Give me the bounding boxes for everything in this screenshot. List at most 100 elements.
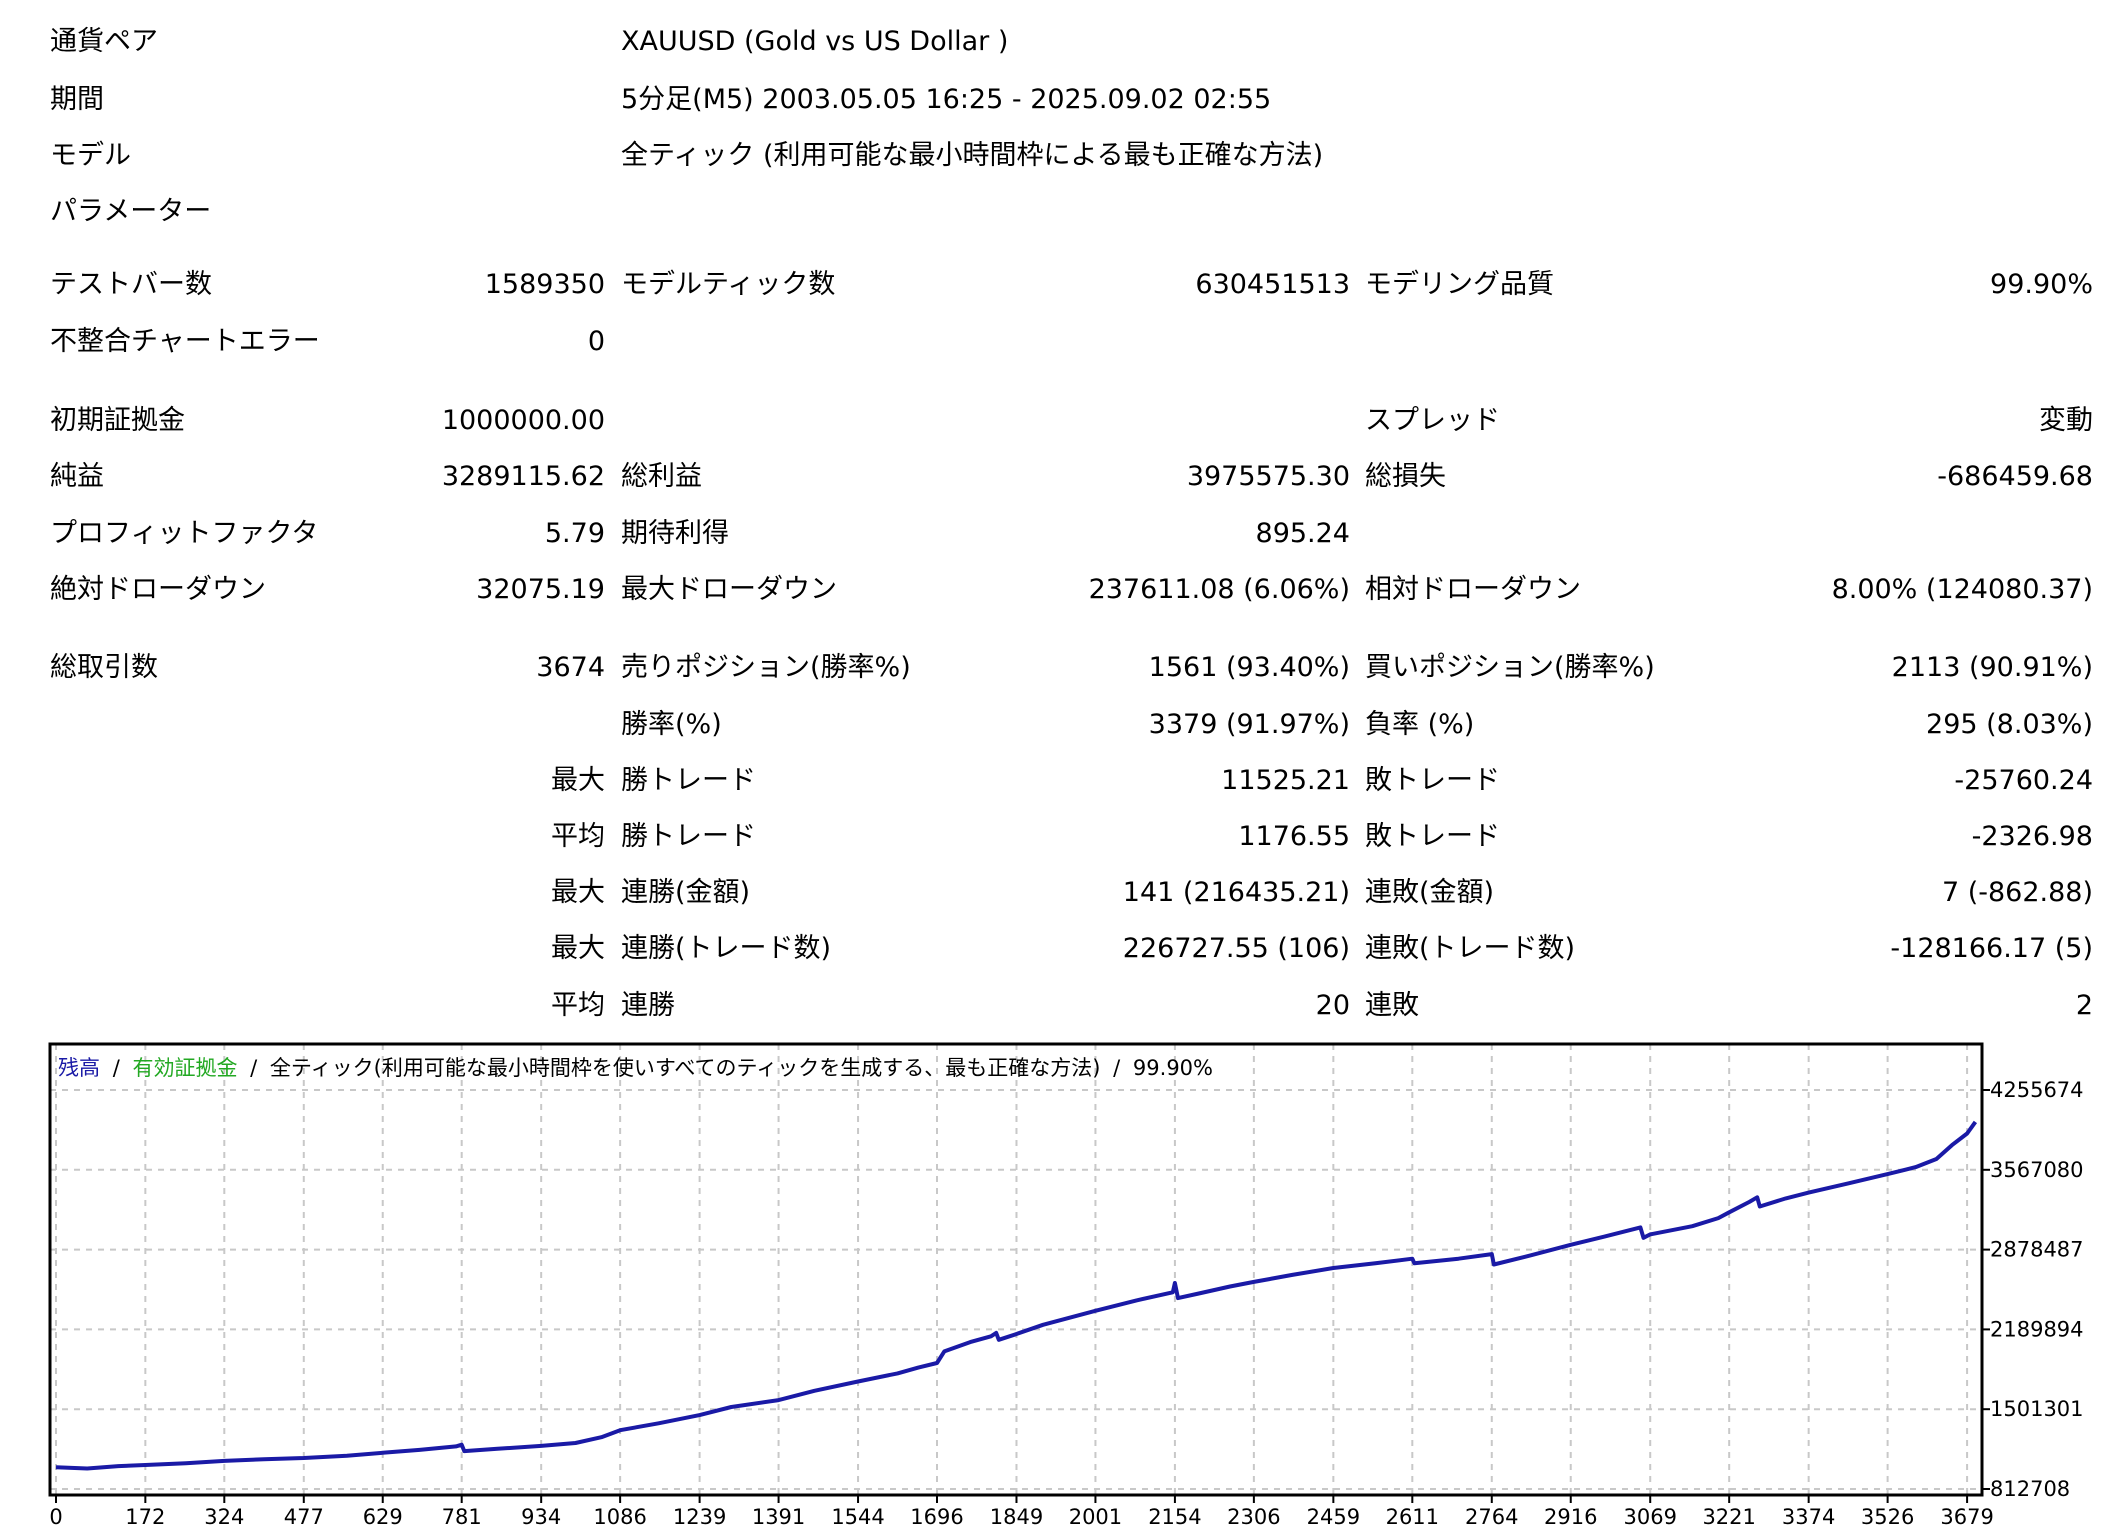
- x-tick-label: 3069: [1623, 1505, 1676, 1529]
- ticks-label: モデルティック数: [621, 269, 836, 300]
- equity-chart-svg: 残高 / 有効証拠金 / 全ティック(利用可能な最小時間枠を使いすべてのティック…: [48, 1042, 2084, 1529]
- x-tick-label: 1086: [593, 1505, 646, 1529]
- x-axis-labels: 0 172 324 477 629 781 934 1086 1239 1391 1544 1696 1…: [49, 1495, 1994, 1529]
- row-label-2: 敗トレード: [1365, 765, 1500, 796]
- gross-profit-value: 3975575.30: [1186, 461, 1350, 492]
- period-value: 5分足(M5) 2003.05.05 16:25 - 2025.09.02 02…: [621, 84, 1272, 115]
- row-label-1: 勝トレード: [621, 765, 756, 796]
- gross-profit-label: 総利益: [621, 461, 702, 492]
- row-prefix: 最大: [551, 765, 605, 796]
- model-label: モデル: [50, 140, 131, 171]
- x-tick-label: 324: [204, 1505, 244, 1529]
- report-table: 通貨ペア XAUUSD (Gold vs US Dollar ) 期間 5分足(…: [50, 26, 2093, 1021]
- x-tick-label: 3374: [1782, 1505, 1835, 1529]
- y-tick-label: 2189894: [1990, 1317, 2084, 1341]
- row-label-2: 連敗(金額): [1365, 877, 1495, 908]
- row-value-1: 20: [1315, 990, 1350, 1021]
- mismatch-value: 0: [587, 326, 605, 357]
- legend-balance: 残高: [58, 1056, 100, 1080]
- legend-sep: /: [250, 1056, 258, 1080]
- x-tick-label: 1849: [990, 1505, 1043, 1529]
- x-tick-label: 934: [521, 1505, 561, 1529]
- absolute-drawdown-label: 絶対ドローダウン: [50, 574, 266, 605]
- spread-label: スプレッド: [1365, 405, 1500, 436]
- row-prefix: 最大: [551, 933, 605, 964]
- balance-line: [55, 1120, 1978, 1471]
- params-label: パラメーター: [50, 196, 212, 227]
- expected-payoff-label: 期待利得: [621, 518, 729, 549]
- quality-value: 99.90%: [1990, 269, 2093, 300]
- row-value-2: -2326.98: [1971, 821, 2093, 852]
- y-tick-label: 812708: [1990, 1477, 2070, 1501]
- x-tick-label: 3221: [1702, 1505, 1755, 1529]
- long-positions-label: 買いポジション(勝率%): [1365, 652, 1655, 683]
- chart-grid: [50, 1044, 1982, 1495]
- gross-loss-value: -686459.68: [1937, 461, 2093, 492]
- chart-series: [55, 1120, 1978, 1471]
- x-tick-label: 629: [363, 1505, 403, 1529]
- x-tick-label: 172: [125, 1505, 165, 1529]
- x-tick-label: 2459: [1307, 1505, 1360, 1529]
- x-tick-label: 2611: [1386, 1505, 1439, 1529]
- maximal-drawdown-label: 最大ドローダウン: [621, 574, 837, 605]
- total-trades-label: 総取引数: [50, 652, 158, 683]
- model-value: 全ティック (利用可能な最小時間枠による最も正確な方法): [621, 140, 1324, 171]
- net-profit-label: 純益: [50, 461, 104, 492]
- x-tick-label: 0: [49, 1505, 62, 1529]
- bars-value: 1589350: [484, 269, 605, 300]
- legend-quality: 99.90%: [1133, 1056, 1213, 1080]
- win-rate-label: 勝率(%): [621, 709, 722, 740]
- relative-drawdown-label: 相対ドローダウン: [1365, 574, 1581, 605]
- bars-label: テストバー数: [50, 269, 212, 300]
- period-label: 期間: [50, 84, 104, 115]
- spread-value: 変動: [2039, 405, 2093, 436]
- deposit-label: 初期証拠金: [50, 405, 185, 436]
- x-tick-label: 1696: [910, 1505, 963, 1529]
- row-prefix: 平均: [551, 990, 605, 1021]
- short-positions-value: 1561 (93.40%): [1148, 652, 1350, 683]
- row-label-1: 連勝: [621, 990, 675, 1021]
- x-tick-label: 1239: [673, 1505, 726, 1529]
- y-tick-label: 1501301: [1990, 1397, 2084, 1421]
- deposit-value: 1000000.00: [441, 405, 605, 436]
- ticks-value: 630451513: [1195, 269, 1350, 300]
- y-tick-label: 4255674: [1990, 1078, 2084, 1102]
- mismatch-label: 不整合チャートエラー: [50, 326, 320, 357]
- x-tick-label: 2001: [1069, 1505, 1122, 1529]
- quality-label: モデリング品質: [1365, 269, 1554, 300]
- x-tick-label: 3526: [1861, 1505, 1914, 1529]
- row-label-1: 勝トレード: [621, 821, 756, 852]
- equity-chart: 残高 / 有効証拠金 / 全ティック(利用可能な最小時間枠を使いすべてのティック…: [48, 1042, 2112, 1532]
- loss-rate-label: 負率 (%): [1365, 709, 1475, 740]
- gross-loss-label: 総損失: [1365, 461, 1446, 492]
- win-rate-value: 3379 (91.97%): [1148, 709, 1350, 740]
- row-label-2: 連敗: [1365, 990, 1419, 1021]
- x-tick-label: 3679: [1940, 1505, 1993, 1529]
- absolute-drawdown-value: 32075.19: [476, 574, 605, 605]
- loss-rate-value: 295 (8.03%): [1926, 709, 2093, 740]
- plot-frame: [48, 1042, 1984, 1497]
- profit-factor-label: プロフィットファクタ: [50, 518, 319, 549]
- x-tick-label: 1544: [831, 1505, 884, 1529]
- row-value-1: 1176.55: [1238, 821, 1350, 852]
- row-label-2: 敗トレード: [1365, 821, 1500, 852]
- net-profit-value: 3289115.62: [441, 461, 605, 492]
- row-label-1: 連勝(金額): [621, 877, 751, 908]
- legend-sep: /: [113, 1056, 121, 1080]
- profit-factor-value: 5.79: [544, 518, 605, 549]
- x-tick-label: 477: [284, 1505, 324, 1529]
- y-tick-label: 3567080: [1990, 1158, 2084, 1182]
- row-value-2: 7 (-862.88): [1941, 877, 2093, 908]
- x-tick-label: 1391: [752, 1505, 805, 1529]
- legend-model: 全ティック(利用可能な最小時間枠を使いすべてのティックを生成する、最も正確な方法…: [270, 1056, 1101, 1080]
- short-positions-label: 売りポジション(勝率%): [621, 652, 911, 683]
- maximal-drawdown-value: 237611.08 (6.06%): [1088, 574, 1350, 605]
- y-axis-labels: 812708 1501301 2189894 2878487 3567080 425567…: [1982, 1078, 2084, 1501]
- row-value-2: -128166.17 (5): [1890, 933, 2093, 964]
- pair-value: XAUUSD (Gold vs US Dollar ): [621, 26, 1009, 57]
- chart-legend: 残高 / 有効証拠金 / 全ティック(利用可能な最小時間枠を使いすべてのティック…: [58, 1056, 1213, 1080]
- x-tick-label: 2916: [1544, 1505, 1597, 1529]
- row-value-1: 11525.21: [1221, 765, 1350, 796]
- legend-sep: /: [1113, 1056, 1121, 1080]
- row-prefix: 平均: [551, 821, 605, 852]
